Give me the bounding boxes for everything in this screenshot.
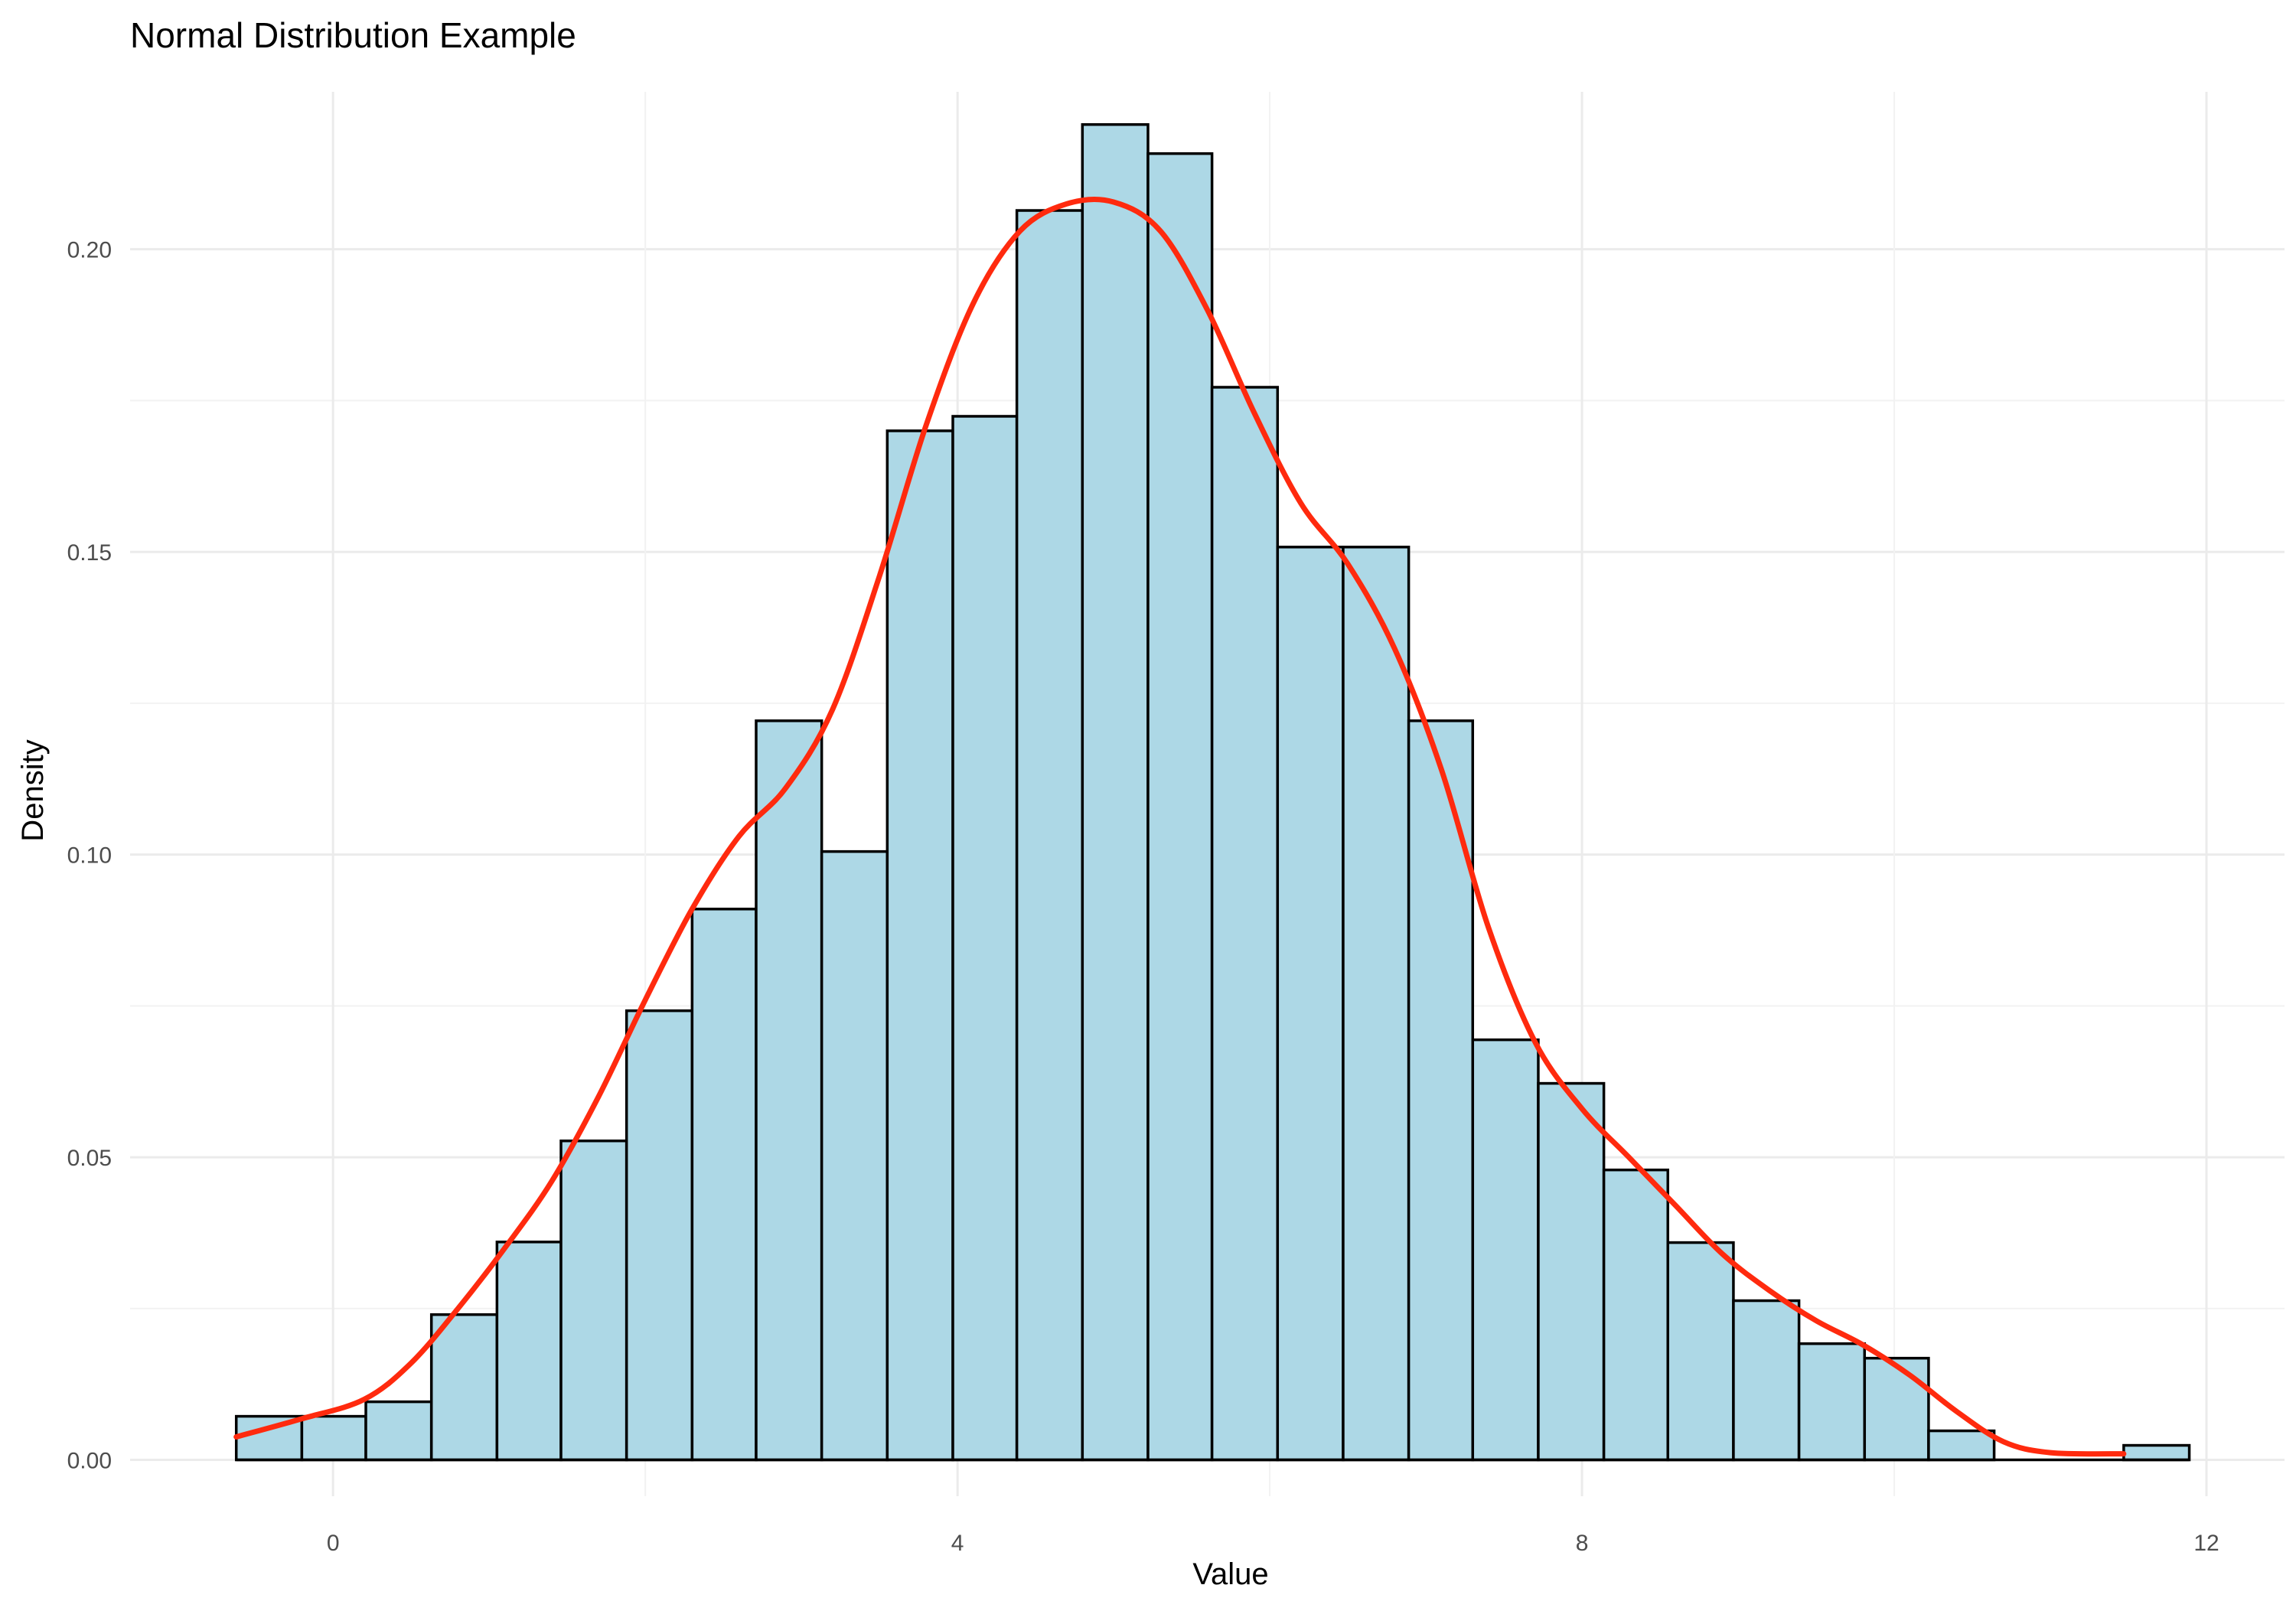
x-tick-label: 4 <box>951 1531 964 1556</box>
x-axis-title: Value <box>1192 1557 1268 1591</box>
chart-title: Normal Distribution Example <box>130 15 576 55</box>
y-tick-label: 0.15 <box>67 540 112 566</box>
y-tick-label: 0.20 <box>67 238 112 263</box>
x-tick-label: 8 <box>1576 1531 1589 1556</box>
histogram-bars <box>234 122 2191 1462</box>
histogram-bar <box>1863 1356 1930 1462</box>
histogram-bar <box>885 429 954 1462</box>
y-tick-label: 0.00 <box>67 1449 112 1474</box>
y-axis-title: Density <box>16 739 50 841</box>
histogram-bar <box>1276 546 1345 1462</box>
histogram-bar <box>690 908 758 1462</box>
histogram-bar <box>951 415 1019 1462</box>
density-curve-layer <box>233 196 2127 1457</box>
histogram-bar <box>300 1414 367 1462</box>
histogram-bar <box>755 719 823 1462</box>
histogram-bar <box>1732 1299 1801 1462</box>
histogram-bar <box>1407 719 1475 1462</box>
histogram-bar <box>429 1313 499 1462</box>
histogram-bar <box>495 1241 563 1462</box>
histogram-bar <box>1210 386 1280 1462</box>
histogram-bar <box>2122 1443 2191 1462</box>
histogram-bar <box>364 1400 433 1462</box>
histogram-bar <box>1081 122 1150 1462</box>
histogram-bar <box>1797 1342 1867 1462</box>
histogram-bar <box>1666 1241 1735 1462</box>
histogram-bar <box>559 1139 628 1462</box>
histogram-bar <box>625 1009 694 1462</box>
histogram-bar <box>1537 1081 1606 1462</box>
x-tick-label: 0 <box>327 1531 340 1556</box>
histogram-bar <box>820 850 889 1462</box>
density-curve <box>233 196 2127 1457</box>
histogram-bar <box>1602 1168 1670 1462</box>
y-tick-label: 0.05 <box>67 1146 112 1171</box>
y-axis-ticks: 0.00 0.05 0.10 0.15 0.20 <box>67 238 112 1474</box>
x-tick-label: 12 <box>2193 1531 2219 1556</box>
y-tick-label: 0.10 <box>67 843 112 869</box>
histogram-bar <box>1471 1038 1540 1462</box>
histogram-bar <box>1146 152 1214 1462</box>
histogram-bar <box>1342 546 1411 1462</box>
histogram-bar <box>1927 1429 1996 1462</box>
x-axis-ticks: 0 4 8 12 <box>327 1531 2219 1556</box>
histogram-bar <box>1015 209 1084 1462</box>
